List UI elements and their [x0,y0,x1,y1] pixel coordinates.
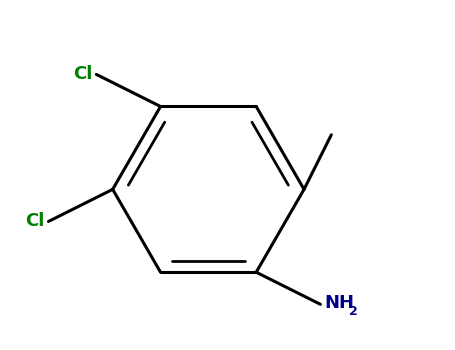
Text: 2: 2 [349,304,358,317]
Text: NH: NH [324,294,354,312]
Text: Cl: Cl [73,65,92,83]
Text: Cl: Cl [25,212,45,230]
